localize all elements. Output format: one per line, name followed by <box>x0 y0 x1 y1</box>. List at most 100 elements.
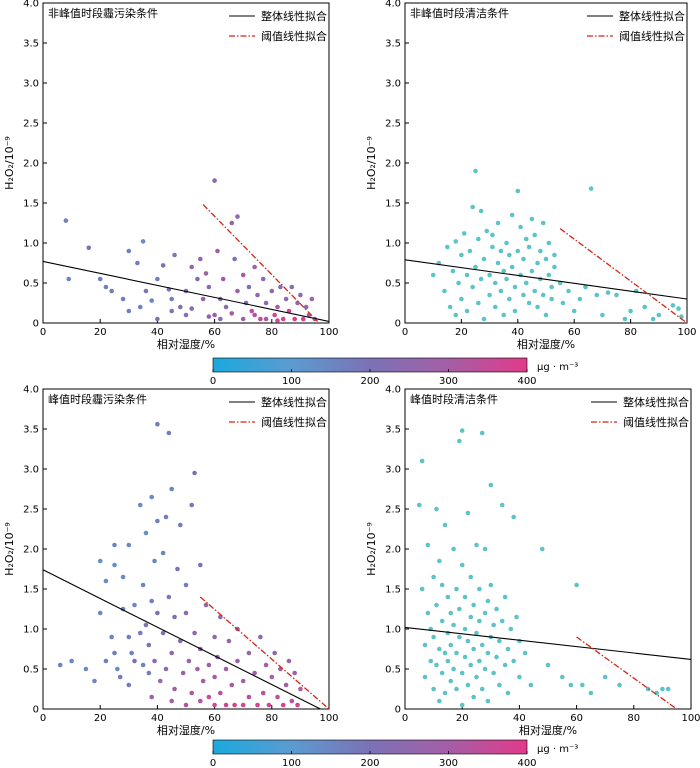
y-tick-label: 1.0 <box>385 625 401 636</box>
scatter-point <box>189 306 195 311</box>
scatter-point <box>275 694 280 700</box>
scatter-point <box>473 168 478 174</box>
legend-overall-label: 整体线性拟合 <box>261 395 327 409</box>
colorbar-tick-label: 300 <box>439 376 458 387</box>
scatter-point <box>155 518 160 524</box>
scatter-point <box>140 662 146 668</box>
scatter-point <box>448 610 454 616</box>
scatter-point <box>517 638 522 644</box>
scatter-point <box>240 702 246 708</box>
scatter-point <box>491 670 496 676</box>
scatter-point <box>539 546 545 552</box>
legend-threshold-label: 阈值线性拟合 <box>261 415 327 429</box>
scatter-point <box>272 650 277 656</box>
scatter-point <box>212 178 217 183</box>
scatter-point <box>454 650 459 656</box>
x-tick-label: 60 <box>568 327 581 338</box>
scatter-point <box>468 574 474 580</box>
scatter-point <box>478 276 484 282</box>
scatter-point <box>546 240 552 246</box>
scatter-point <box>471 602 476 608</box>
scatter-point <box>229 220 235 226</box>
scatter-point <box>509 264 515 270</box>
scatter-point <box>143 288 149 294</box>
scatter-point <box>491 622 496 628</box>
scatter-point <box>149 494 154 500</box>
scatter-point <box>192 630 197 636</box>
scatter-point <box>220 276 226 282</box>
scatter-point <box>515 188 521 194</box>
scatter-point <box>487 292 492 298</box>
colorbar-tick-label: 200 <box>360 758 379 768</box>
scatter-point <box>160 550 166 556</box>
scatter-point <box>471 694 476 700</box>
scatter-point <box>642 304 647 310</box>
scatter-point <box>298 686 303 692</box>
y-tick-label: 1.5 <box>23 585 39 596</box>
y-tick-label: 3.0 <box>385 79 401 90</box>
scatter-point <box>457 438 462 444</box>
scatter-point <box>504 240 509 246</box>
scatter-point <box>183 582 189 588</box>
y-tick-label: 2.5 <box>385 119 401 130</box>
scatter-point <box>456 280 461 286</box>
scatter-point <box>97 276 103 282</box>
scatter-point <box>86 245 92 251</box>
scatter-point <box>155 421 160 427</box>
scatter-point <box>521 256 526 262</box>
threshold-fit-line <box>199 596 329 709</box>
scatter-point <box>57 662 63 668</box>
colorbar-tick-label: 200 <box>360 376 379 387</box>
x-tick-label: 20 <box>94 327 107 338</box>
scatter-point <box>459 428 465 433</box>
plot-frame <box>404 2 688 324</box>
scatter-point <box>509 212 515 218</box>
colorbar-tick-label: 100 <box>282 758 301 768</box>
y-tick-label: 2.0 <box>23 159 39 170</box>
scatter-point <box>445 594 451 600</box>
scatter-point <box>195 276 200 282</box>
legend-threshold-label: 阈值线性拟合 <box>623 415 689 429</box>
scatter-point <box>490 232 495 238</box>
scatter-point <box>495 220 501 226</box>
scatter-point <box>155 316 160 322</box>
scatter-point <box>439 618 445 624</box>
scatter-point <box>501 268 507 274</box>
y-tick-label: 1.5 <box>385 199 401 210</box>
scatter-point <box>295 300 300 306</box>
scatter-point <box>137 502 143 508</box>
scatter-point <box>540 292 546 298</box>
scatter-point <box>218 690 223 696</box>
scatter-point <box>83 666 89 672</box>
scatter-point <box>552 252 557 258</box>
scatter-point <box>471 646 476 652</box>
x-tick-label: 80 <box>265 327 278 338</box>
y-axis-label: H₂O₂/10⁻⁹ <box>3 522 16 576</box>
scatter-point <box>492 304 498 310</box>
scatter-point <box>485 598 491 604</box>
scatter-point <box>508 626 514 632</box>
scatter-point <box>445 630 451 636</box>
scatter-point <box>465 510 471 516</box>
scatter-point <box>600 312 605 318</box>
scatter-point <box>189 690 195 696</box>
scatter-point <box>132 602 137 608</box>
scatter-point <box>507 296 512 302</box>
scatter-point <box>425 542 431 548</box>
scatter-point <box>532 232 538 238</box>
scatter-point <box>588 690 594 696</box>
y-axis-label: H₂O₂/10⁻⁹ <box>365 522 378 576</box>
scatter-point <box>146 642 152 648</box>
scatter-point <box>470 204 475 210</box>
scatter-point <box>543 256 549 262</box>
scatter-point <box>511 514 516 520</box>
scatter-point <box>494 654 499 660</box>
scatter-point <box>485 698 491 704</box>
y-tick-label: 4.0 <box>23 385 39 396</box>
x-tick-label: 80 <box>627 713 640 724</box>
scatter-point <box>120 296 126 302</box>
y-tick-label: 4.0 <box>385 385 401 396</box>
scatter-point <box>650 316 656 322</box>
scatter-point <box>614 292 619 298</box>
scatter-point <box>160 263 166 268</box>
